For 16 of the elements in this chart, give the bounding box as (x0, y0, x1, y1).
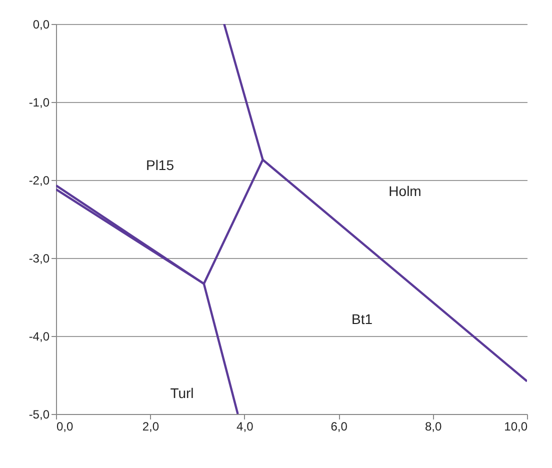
annotation: Pl15 (146, 157, 174, 173)
x-tick-label: 8,0 (424, 420, 442, 434)
annotation: Bt1 (351, 311, 373, 327)
x-tick-label: 0,0 (56, 420, 74, 434)
y-tick-label: -4,0 (28, 330, 50, 344)
x-tick-label: 10,0 (504, 420, 528, 434)
y-tick-label: -2,0 (28, 174, 50, 188)
x-tick-label: 6,0 (330, 420, 348, 434)
y-tick-label: -3,0 (28, 252, 50, 266)
annotation: Turl (170, 385, 194, 401)
y-tick-label: -5,0 (28, 408, 50, 422)
x-tick-label: 2,0 (142, 420, 160, 434)
x-tick-label: 4,0 (236, 420, 254, 434)
y-tick-label: -1,0 (28, 96, 50, 110)
y-tick-label: 0,0 (32, 18, 50, 32)
annotation: Holm (388, 183, 422, 199)
